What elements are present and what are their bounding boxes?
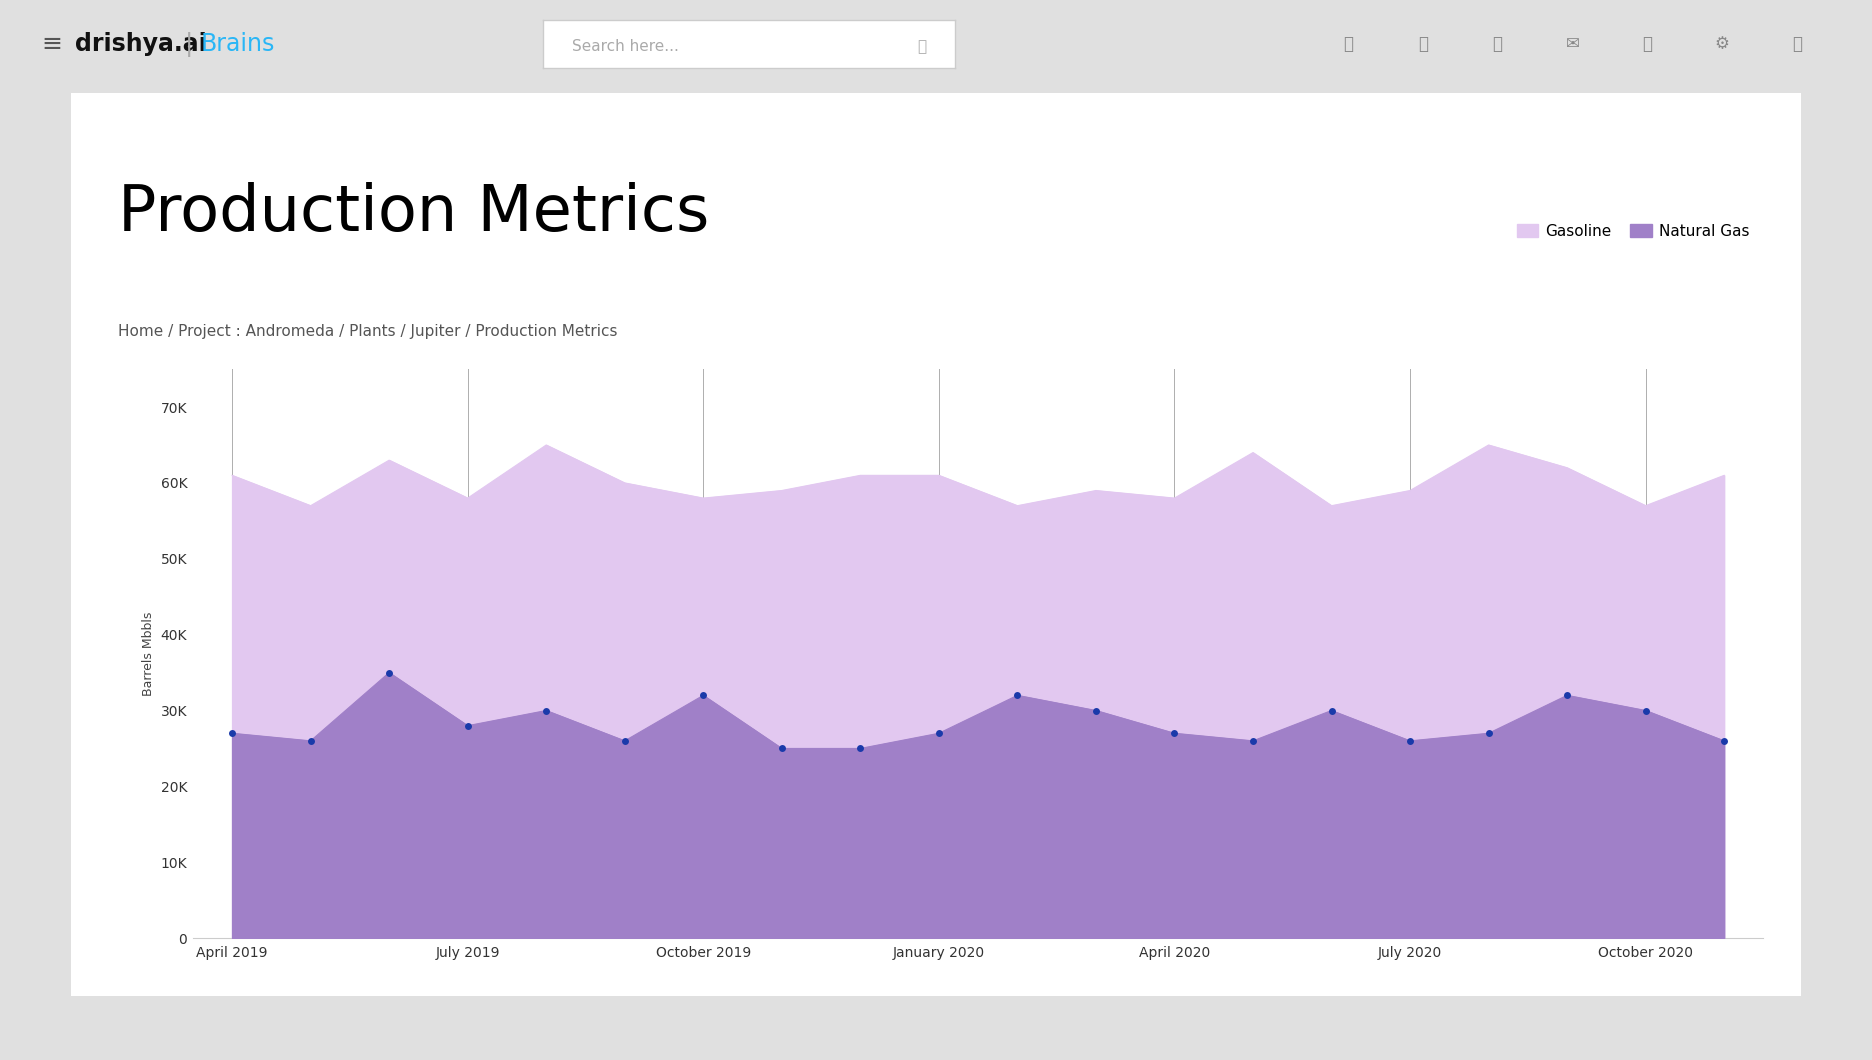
Point bbox=[1395, 732, 1425, 749]
Text: ≡: ≡ bbox=[41, 32, 62, 56]
Legend: Gasoline, Natural Gas: Gasoline, Natural Gas bbox=[1511, 217, 1756, 245]
Text: 🔔: 🔔 bbox=[1642, 35, 1653, 53]
Text: 🗂: 🗂 bbox=[1342, 35, 1353, 53]
Point bbox=[1709, 732, 1739, 749]
Point bbox=[610, 732, 640, 749]
Text: Home / Project : Andromeda / Plants / Jupiter / Production Metrics: Home / Project : Andromeda / Plants / Ju… bbox=[118, 324, 618, 339]
Point bbox=[374, 665, 404, 682]
Point bbox=[296, 732, 326, 749]
Text: 🔍: 🔍 bbox=[917, 39, 927, 54]
Point bbox=[846, 740, 876, 757]
Point bbox=[689, 687, 719, 704]
Point bbox=[1316, 702, 1346, 719]
Point bbox=[925, 725, 955, 742]
Text: ✉: ✉ bbox=[1565, 35, 1580, 53]
Text: Search here...: Search here... bbox=[571, 39, 678, 54]
Point bbox=[1080, 702, 1110, 719]
Point bbox=[768, 740, 797, 757]
Text: 📅: 📅 bbox=[1417, 35, 1428, 53]
Text: |: | bbox=[185, 32, 193, 57]
Point bbox=[453, 718, 483, 735]
Text: Production Metrics: Production Metrics bbox=[118, 182, 709, 244]
Text: 🚩: 🚩 bbox=[1492, 35, 1503, 53]
Point bbox=[1631, 702, 1660, 719]
FancyBboxPatch shape bbox=[49, 82, 1823, 1008]
Y-axis label: Barrels Mbbls: Barrels Mbbls bbox=[142, 612, 155, 695]
Point bbox=[1473, 725, 1503, 742]
Text: 👤: 👤 bbox=[1792, 35, 1803, 53]
Point bbox=[532, 702, 562, 719]
Point bbox=[1159, 725, 1189, 742]
Point bbox=[217, 725, 247, 742]
Point bbox=[1002, 687, 1031, 704]
Text: ⚙: ⚙ bbox=[1715, 35, 1730, 53]
Point bbox=[1552, 687, 1582, 704]
Text: Brains: Brains bbox=[200, 32, 275, 56]
Point bbox=[1237, 732, 1267, 749]
Text: drishya.ai: drishya.ai bbox=[75, 32, 206, 56]
